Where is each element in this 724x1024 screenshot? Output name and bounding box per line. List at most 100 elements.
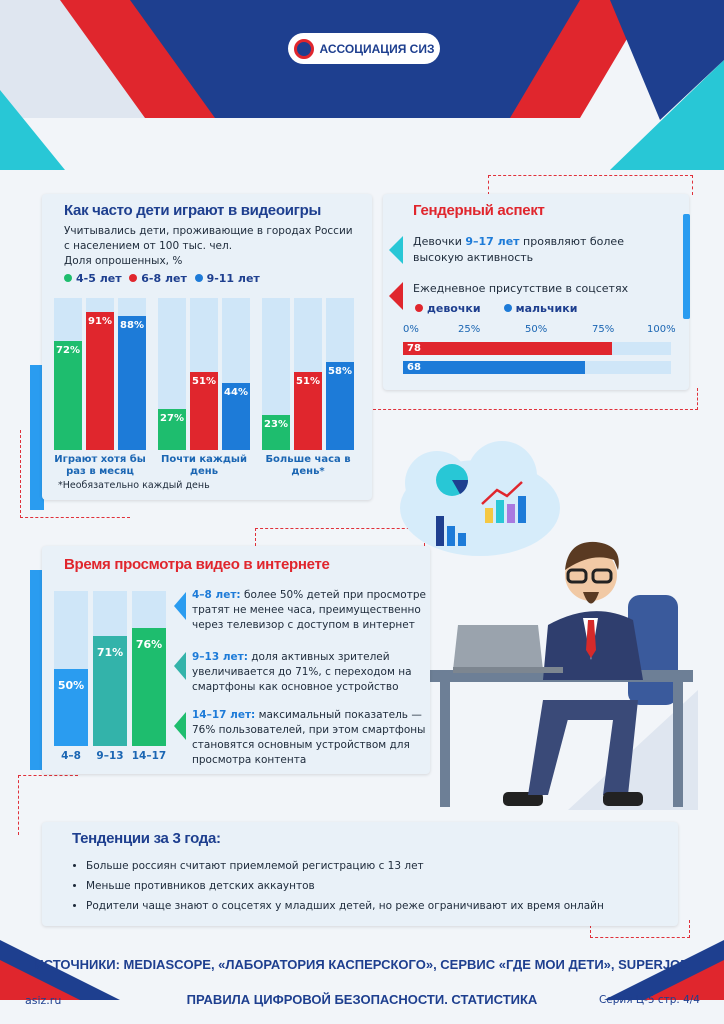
legend-item: девочки xyxy=(427,302,481,315)
bar-9-11 лет: 88% xyxy=(118,316,146,450)
footer-page: Серия Ц-5 стр. 4/4 xyxy=(598,994,700,1006)
video-note: 14–17 лет: максимальный показатель — 76%… xyxy=(192,709,426,766)
bar-track: 91% xyxy=(86,298,114,450)
bar-value-label: 50% xyxy=(57,678,85,692)
video-note: 9–13 лет: доля активных зрителей увеличи… xyxy=(192,651,412,693)
bar-value-label: 71% xyxy=(96,645,124,659)
category-label: Играют хотя бы раз в месяц xyxy=(54,454,146,477)
legend-item: 9-11 лет xyxy=(206,272,260,285)
bar-track: 88% xyxy=(118,298,146,450)
games-chart: 72% 91% 88% Играют хотя бы раз в месяц 27% 51… xyxy=(42,194,372,500)
bar-value-label: 78 xyxy=(407,343,421,354)
bar-4-5 лет: 27% xyxy=(158,408,186,450)
games-subtitle: Учитывались дети, проживающие в городах … xyxy=(64,225,353,237)
fact-text: проявляют более высокую активность xyxy=(413,235,624,264)
category-label: Почти каждый день xyxy=(160,454,247,477)
video-card: Время просмотра видео в интернете 50% 4–8… xyxy=(42,546,430,774)
cyan-pointer-icon xyxy=(389,236,403,264)
bar-value-label: 88% xyxy=(120,320,144,332)
decor-stripe xyxy=(30,570,44,770)
bar-track: 71% xyxy=(93,591,127,746)
video-chart: 50% 4–8 71% 9–13 76% 14–17 xyxy=(42,546,182,774)
bar-мальчики: 68 xyxy=(403,361,586,374)
bar-value-label: 72% xyxy=(56,344,80,356)
bar-track: 51% xyxy=(190,298,218,450)
bar-14-17: 76% xyxy=(132,628,166,746)
bar-4-5 лет: 23% xyxy=(262,415,290,450)
bar-track: 27% xyxy=(158,298,186,450)
bar-track: 51% xyxy=(294,298,322,450)
scrollbar[interactable] xyxy=(683,214,690,319)
bar-4-8: 50% xyxy=(54,668,88,746)
green-pointer-icon xyxy=(174,712,186,740)
category-label: Больше часа в день* xyxy=(265,454,351,477)
decor-dash xyxy=(18,775,78,835)
bar-value-label: 58% xyxy=(328,365,352,377)
bar-track: 68 xyxy=(403,361,671,374)
footer-site-link[interactable]: asiz.ru xyxy=(25,994,62,1007)
decor-dash xyxy=(590,920,690,938)
teal-pointer-icon xyxy=(174,652,186,680)
bar-4-5 лет: 72% xyxy=(54,340,82,450)
axis-tick-label: 100% xyxy=(647,324,676,335)
red-pointer-icon xyxy=(389,282,403,310)
games-subtitle: с населением от 100 тыс. чел. xyxy=(64,240,233,252)
games-footnote: *Необязательно каждый день xyxy=(58,480,210,491)
gender-legend: девочки мальчики xyxy=(415,302,577,315)
decor-dash xyxy=(20,430,130,518)
logo-pill: АССОЦИАЦИЯ СИЗ xyxy=(288,33,440,64)
bar-6-8 лет: 51% xyxy=(190,372,218,450)
gender-fact: Девочки 9–17 лет проявляют более высокую… xyxy=(413,234,653,266)
games-legend: 4-5 лет 6-8 лет 9-11 лет xyxy=(64,272,260,285)
header-shapes xyxy=(0,0,724,170)
bar-6-8 лет: 91% xyxy=(86,311,114,450)
bar-value-label: 44% xyxy=(224,387,248,399)
games-subtitle: Доля опрошенных, % xyxy=(64,255,183,267)
sources: ИСТОЧНИКИ: MEDIASCOPE, «ЛАБОРАТОРИЯ КАСП… xyxy=(34,957,690,972)
gender-card: Гендерный аспект Девочки 9–17 лет проявл… xyxy=(383,194,690,390)
bar-track: 44% xyxy=(222,298,250,450)
fact-highlight: 9–17 лет xyxy=(465,235,520,248)
trend-item: Больше россиян считают приемлемой регист… xyxy=(86,856,604,876)
bar-track: 78 xyxy=(403,342,671,355)
bar-value-label: 68 xyxy=(407,362,421,373)
gender-chart: 0% 25% 50% 75% 100% 78 68 xyxy=(383,194,689,390)
bar-value-label: 91% xyxy=(88,315,112,327)
trend-item: Родители чаще знают о соцсетях у младших… xyxy=(86,896,604,916)
axis-tick-label: 75% xyxy=(592,324,615,335)
decor-dash xyxy=(368,388,698,410)
axis-tick-label: 50% xyxy=(525,324,548,335)
gender-title: Гендерный аспект xyxy=(413,202,545,219)
category-label: 4–8 xyxy=(61,750,81,762)
bar-track: 50% xyxy=(54,591,88,746)
games-card: Как часто дети играют в видеоигры Учитыв… xyxy=(42,194,372,500)
legend-item: 4-5 лет xyxy=(76,272,122,285)
bar-track: 76% xyxy=(132,591,166,746)
decor-dash xyxy=(488,175,693,195)
bar-9-11 лет: 58% xyxy=(326,361,354,450)
bar-value-label: 51% xyxy=(296,376,320,388)
trends-card: Тенденции за 3 года: Больше россиян счит… xyxy=(42,822,678,926)
video-note: 4–8 лет: более 50% детей при просмотре т… xyxy=(192,589,426,631)
bar-6-8 лет: 51% xyxy=(294,372,322,450)
bar-девочки: 78 xyxy=(403,342,613,355)
analytics-cloud-icon xyxy=(400,441,560,556)
bar-value-label: 23% xyxy=(264,419,288,431)
bar-value-label: 76% xyxy=(135,638,163,652)
footer-shapes xyxy=(0,940,724,1000)
bar-track: 23% xyxy=(262,298,290,450)
games-title: Как часто дети играют в видеоигры xyxy=(64,202,321,219)
category-label: 9–13 xyxy=(96,750,124,762)
bar-9-11 лет: 44% xyxy=(222,383,250,450)
category-label: 14–17 xyxy=(131,750,167,762)
gender-subheading: Ежедневное присутствие в соцсетях xyxy=(413,282,629,295)
man-at-laptop-illustration xyxy=(428,541,698,810)
footer-title: ПРАВИЛА ЦИФРОВОЙ БЕЗОПАСНОСТИ. СТАТИСТИК… xyxy=(186,992,538,1007)
axis-tick-label: 25% xyxy=(458,324,481,335)
video-title: Время просмотра видео в интернете xyxy=(64,556,330,573)
bar-value-label: 27% xyxy=(160,412,184,424)
fact-text: Девочки xyxy=(413,235,466,248)
axis-tick-label: 0% xyxy=(403,324,419,335)
bar-track: 58% xyxy=(326,298,354,450)
legend-item: мальчики xyxy=(515,302,578,315)
